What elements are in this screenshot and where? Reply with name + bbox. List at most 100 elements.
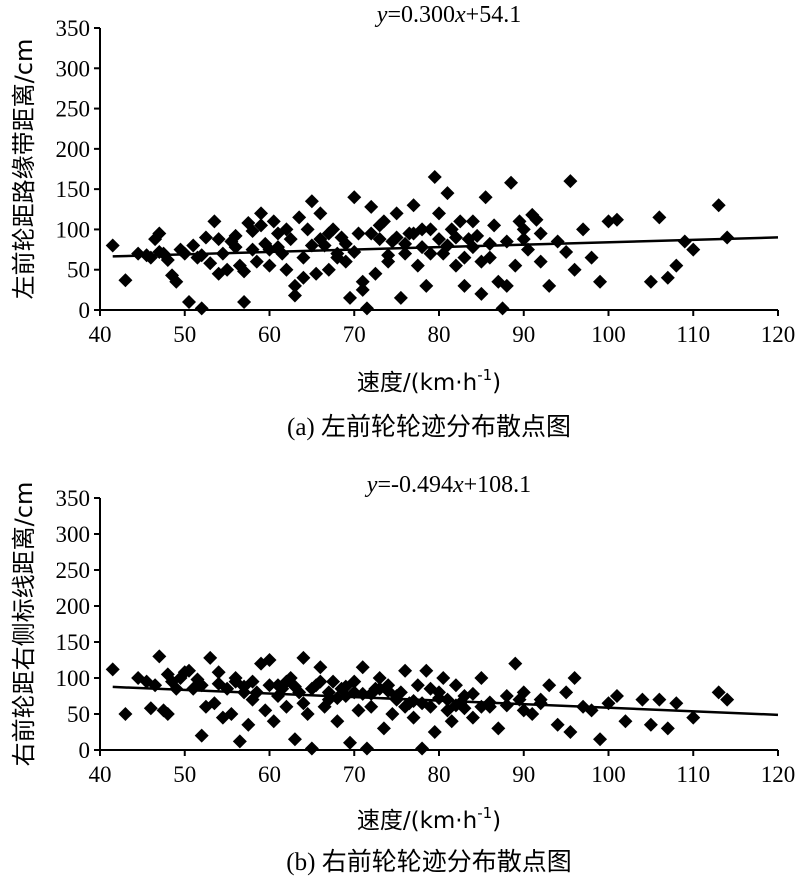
data-point xyxy=(423,246,438,261)
x-axis-label: 速度/(km·h-1) xyxy=(357,366,501,396)
data-point xyxy=(720,692,735,707)
y-tick-label: 350 xyxy=(56,486,91,511)
data-point xyxy=(254,218,269,233)
data-point xyxy=(508,656,523,671)
data-point xyxy=(677,234,692,249)
y-axis-label: 右前轮距右侧标线距离/cm xyxy=(10,482,38,767)
data-point xyxy=(487,218,502,233)
x-tick-label: 70 xyxy=(343,762,366,787)
x-tick-label: 100 xyxy=(591,762,626,787)
data-point xyxy=(389,206,404,221)
data-point xyxy=(330,691,345,706)
x-tick-label: 90 xyxy=(512,762,535,787)
data-point xyxy=(419,278,434,293)
data-point xyxy=(330,714,345,729)
data-point xyxy=(474,671,489,685)
data-point xyxy=(660,270,675,285)
data-point xyxy=(266,714,281,729)
data-point xyxy=(660,721,675,736)
data-point xyxy=(309,266,324,281)
data-point xyxy=(194,248,209,263)
y-tick-label: 150 xyxy=(56,630,91,655)
data-point xyxy=(381,683,396,698)
data-point xyxy=(448,230,463,245)
x-tick-label: 60 xyxy=(258,322,281,347)
data-point xyxy=(376,721,391,736)
data-point xyxy=(359,741,374,756)
data-point xyxy=(711,198,726,213)
y-tick-label: 50 xyxy=(67,702,90,727)
data-point xyxy=(563,725,578,739)
data-point xyxy=(643,274,658,289)
data-point xyxy=(398,699,413,714)
data-point xyxy=(211,232,226,247)
data-point xyxy=(279,222,294,237)
data-point xyxy=(347,190,362,205)
data-point xyxy=(542,678,557,693)
data-point xyxy=(304,681,319,696)
data-point xyxy=(385,707,400,721)
data-point xyxy=(533,226,548,241)
y-tick-label: 100 xyxy=(56,666,91,691)
data-point xyxy=(444,714,459,729)
x-tick-label: 110 xyxy=(676,322,710,347)
data-point xyxy=(381,248,396,263)
data-point xyxy=(262,653,277,667)
data-point xyxy=(364,699,379,714)
data-point xyxy=(609,689,624,703)
data-point xyxy=(160,707,175,721)
data-point xyxy=(609,212,624,227)
data-point xyxy=(372,671,387,685)
trend-line xyxy=(112,236,779,258)
data-point xyxy=(364,226,379,241)
data-point xyxy=(584,250,599,265)
data-point xyxy=(313,674,328,689)
data-point xyxy=(478,190,493,205)
data-point xyxy=(499,278,514,293)
data-point xyxy=(304,238,319,253)
data-point xyxy=(567,671,582,685)
data-point xyxy=(228,228,243,243)
data-point xyxy=(296,250,311,265)
data-point xyxy=(372,218,387,233)
data-point xyxy=(313,206,328,221)
data-point xyxy=(368,266,383,281)
data-point xyxy=(279,699,294,714)
data-point xyxy=(287,679,302,694)
data-point xyxy=(160,253,175,268)
data-point xyxy=(279,262,294,277)
data-point xyxy=(508,258,523,273)
data-point xyxy=(432,232,446,247)
y-tick-label: 250 xyxy=(56,97,91,122)
data-point xyxy=(245,224,260,239)
data-point xyxy=(406,710,421,725)
data-point xyxy=(457,278,472,293)
data-point xyxy=(300,707,315,721)
data-point xyxy=(520,242,535,257)
data-point xyxy=(643,717,658,732)
data-point xyxy=(559,685,574,700)
data-point xyxy=(559,244,574,259)
scatter-panel-a: 0 50 100 150 200 250 300 350 40 50 60 70 80 90 100 110 1… xyxy=(10,2,795,441)
data-point xyxy=(389,230,404,245)
data-point xyxy=(304,741,319,756)
x-tick-label: 40 xyxy=(89,762,112,787)
data-point xyxy=(355,274,370,289)
data-point xyxy=(258,703,273,718)
data-point xyxy=(550,717,565,732)
x-tick-label: 40 xyxy=(89,322,112,347)
data-point xyxy=(266,214,281,229)
data-point xyxy=(398,246,413,261)
y-tick-label: 50 xyxy=(67,258,90,283)
x-tick-label: 100 xyxy=(591,322,626,347)
data-point xyxy=(491,721,506,736)
data-point xyxy=(423,222,438,237)
data-point xyxy=(453,214,468,229)
data-point xyxy=(516,232,531,247)
data-point xyxy=(152,226,167,241)
data-point xyxy=(440,186,455,201)
data-point xyxy=(254,206,269,221)
data-point xyxy=(211,665,226,680)
trend-line xyxy=(112,685,779,717)
data-point xyxy=(436,671,451,685)
